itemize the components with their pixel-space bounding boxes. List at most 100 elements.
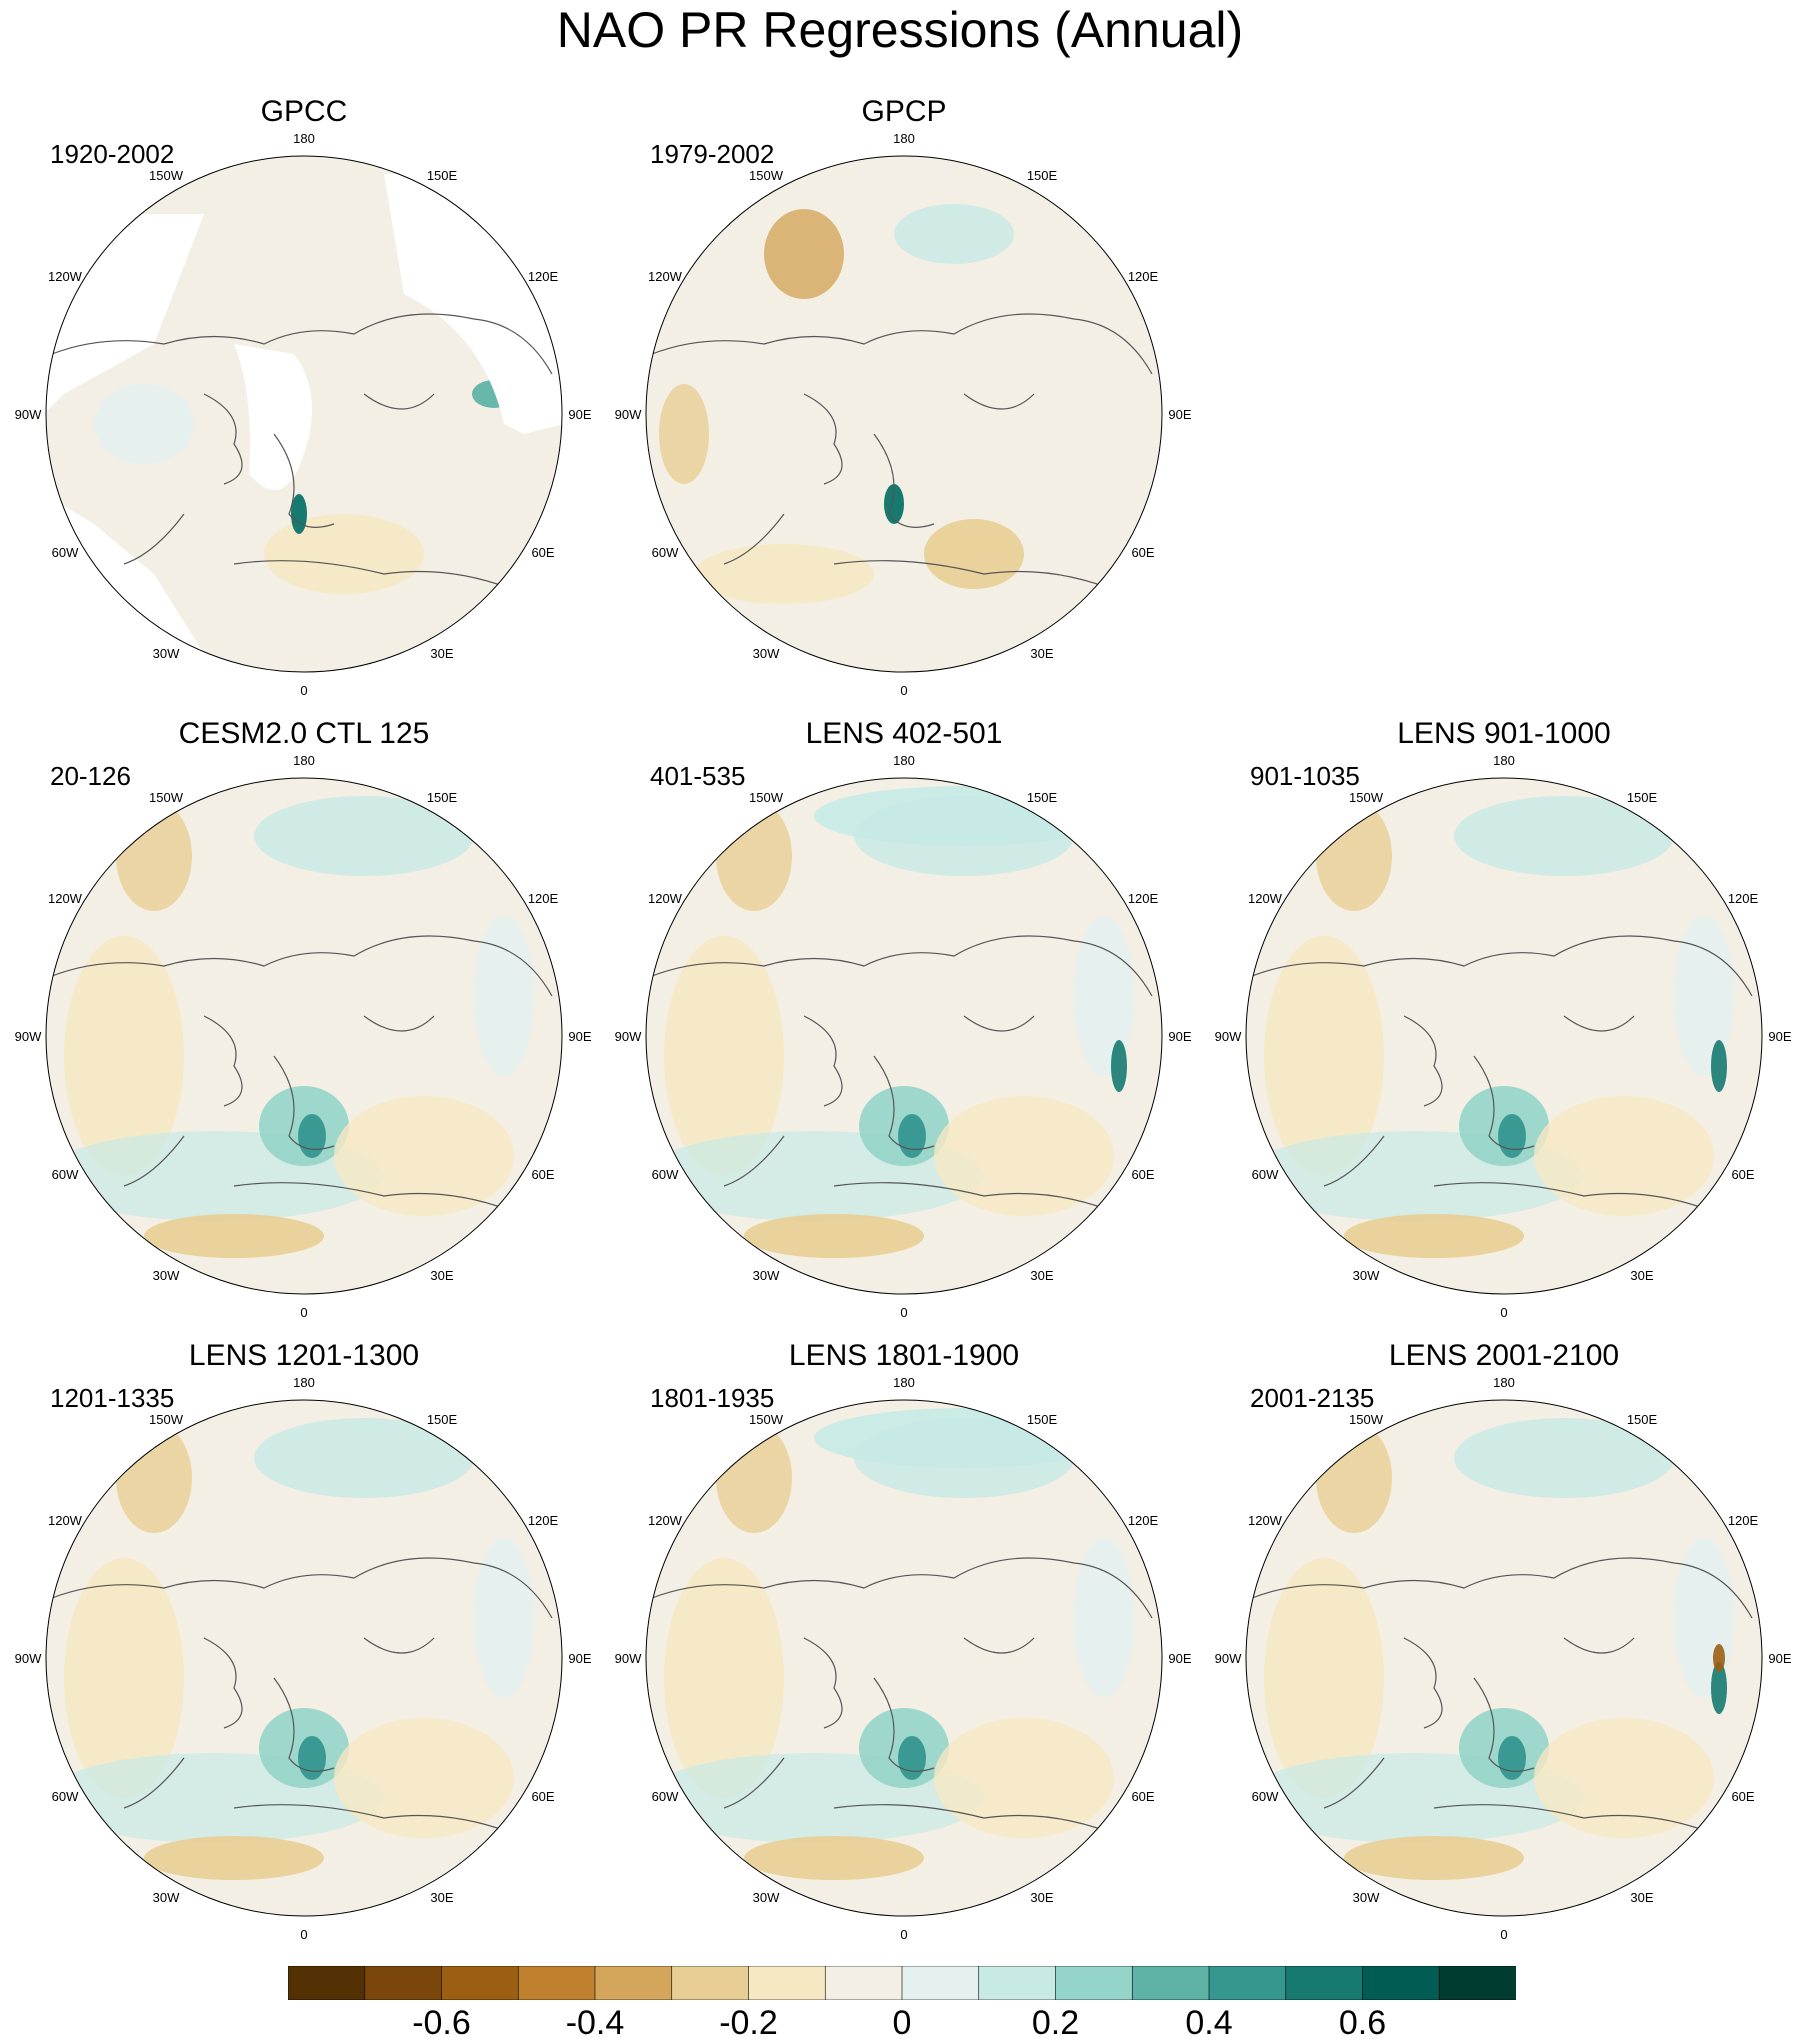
precip-anomaly-field <box>646 786 1134 1258</box>
panel-period: 1979-2002 <box>650 139 775 169</box>
longitude-label: 120W <box>648 1513 683 1528</box>
longitude-label: 90W <box>15 1029 42 1044</box>
longitude-label: 120E <box>528 269 559 284</box>
polar-map: 180 150E 120E 90E 60E 30E 0 30W 60W 90W 120W 150W <box>1215 1375 1792 1942</box>
colorbar-swatch <box>824 1966 903 2000</box>
panel-title: LENS 2001-2100 <box>1388 1339 1620 1372</box>
longitude-label: 150E <box>1627 1412 1658 1427</box>
longitude-label: 150E <box>427 168 458 183</box>
colorbar-swatch <box>441 1966 520 2000</box>
polar-map: 180 150E 120E 90E 60E 30E 0 30W 60W 90W 120W 150W <box>615 753 1192 1320</box>
map-panel: 180 150E 120E 90E 60E 30E 0 30W 60W 90W 120W 150W LE… <box>1204 1338 1800 1958</box>
longitude-label: 0 <box>900 1927 907 1942</box>
precip-anomaly-field <box>46 1418 534 1880</box>
polar-map: 180 150E 120E 90E 60E 30E 0 30W 60W 90W 120W 150W <box>615 131 1192 698</box>
longitude-label: 90W <box>1215 1651 1242 1666</box>
longitude-label: 180 <box>1493 1375 1515 1390</box>
longitude-label: 120W <box>648 269 683 284</box>
longitude-label: 150E <box>1627 790 1658 805</box>
longitude-label: 60W <box>52 1167 79 1182</box>
longitude-label: 60E <box>1131 1167 1154 1182</box>
panel-title: LENS 1201-1300 <box>188 1339 420 1372</box>
longitude-label: 120W <box>1248 1513 1283 1528</box>
longitude-label: 30W <box>1353 1890 1380 1905</box>
polar-map: 180 150E 120E 90E 60E 30E 0 30W 60W 90W 120W 150W <box>15 1375 592 1942</box>
longitude-label: 90W <box>615 1029 642 1044</box>
longitude-label: 180 <box>293 131 315 146</box>
longitude-label: 60E <box>1731 1789 1754 1804</box>
longitude-label: 0 <box>300 683 307 698</box>
longitude-label: 0 <box>900 683 907 698</box>
longitude-label: 90E <box>1768 1029 1791 1044</box>
map-background <box>646 156 1162 672</box>
map-boundary <box>45 777 563 1295</box>
longitude-label: 0 <box>300 1305 307 1320</box>
longitude-label: 120E <box>528 891 559 906</box>
coastlines <box>1251 1557 1753 1839</box>
polar-map: 180 150E 120E 90E 60E 30E 0 30W 60W 90W 120W 150W <box>1215 753 1792 1320</box>
longitude-label: 60W <box>52 545 79 560</box>
longitude-label: 150W <box>749 168 784 183</box>
colorbar-tick-label: -0.6 <box>412 2004 471 2042</box>
longitude-label: 30E <box>1630 1890 1653 1905</box>
colorbar-tick-label: 0.2 <box>1031 2004 1080 2042</box>
longitude-label: 90W <box>1215 1029 1242 1044</box>
panel-title: LENS 901-1000 <box>1397 717 1611 750</box>
colorbar-swatch <box>1438 1966 1516 2000</box>
longitude-label: 180 <box>293 1375 315 1390</box>
colorbar-swatch <box>748 1966 827 2000</box>
map-panel: 180 150E 120E 90E 60E 30E 0 30W 60W 90W 120W 150W CE… <box>4 716 604 1336</box>
longitude-label: 60E <box>1131 1789 1154 1804</box>
colorbar-swatch <box>671 1966 750 2000</box>
longitude-label: 30W <box>1353 1268 1380 1283</box>
longitude-label: 120E <box>1728 891 1759 906</box>
panel-period: 1201-1335 <box>50 1383 175 1413</box>
longitude-label: 30W <box>753 1268 780 1283</box>
map-boundary <box>1245 777 1763 1295</box>
panel-title: LENS 1801-1900 <box>788 1339 1020 1372</box>
longitude-label: 120E <box>1128 269 1159 284</box>
panel-title: CESM2.0 CTL 125 <box>178 717 430 750</box>
coastlines <box>1251 935 1753 1217</box>
panel-title: GPCC <box>260 95 348 128</box>
precip-anomaly-field <box>659 204 1024 604</box>
map-panel: 180 150E 120E 90E 60E 30E 0 30W 60W 90W 120W 150W LE… <box>604 1338 1204 1958</box>
precip-anomaly-field <box>46 796 534 1258</box>
panel-period: 901-1035 <box>1250 761 1360 791</box>
map-boundary <box>45 1399 563 1917</box>
longitude-label: 30W <box>753 646 780 661</box>
longitude-label: 120W <box>48 891 83 906</box>
longitude-label: 30E <box>1030 646 1053 661</box>
colorbar-tick-label: 0.6 <box>1338 2004 1387 2042</box>
longitude-label: 150E <box>427 790 458 805</box>
longitude-label: 120W <box>1248 891 1283 906</box>
map-boundary <box>1245 1399 1763 1917</box>
longitude-label: 180 <box>893 753 915 768</box>
colorbar-swatch <box>288 1966 366 2000</box>
longitude-label: 150W <box>149 790 184 805</box>
longitude-label: 90W <box>15 1651 42 1666</box>
longitude-label: 90W <box>615 407 642 422</box>
colorbar-tick-label: 0.4 <box>1185 2004 1233 2042</box>
longitude-label: 90E <box>1768 1651 1791 1666</box>
longitude-label: 150E <box>1027 168 1058 183</box>
colorbar-swatch <box>1285 1966 1364 2000</box>
colorbar-swatch <box>1055 1966 1134 2000</box>
longitude-label: 30W <box>753 1890 780 1905</box>
coastlines <box>651 935 1153 1217</box>
longitude-label: 180 <box>1493 753 1515 768</box>
longitude-label: 120W <box>48 269 83 284</box>
panel-period: 401-535 <box>650 761 746 791</box>
coastlines <box>51 935 553 1217</box>
colorbar-swatch <box>978 1966 1057 2000</box>
longitude-label: 30E <box>1030 1268 1053 1283</box>
colorbar-swatch <box>517 1966 596 2000</box>
longitude-label: 30E <box>1030 1890 1053 1905</box>
coastlines <box>651 313 1153 595</box>
longitude-label: 120W <box>648 891 683 906</box>
map-boundary <box>645 155 1163 673</box>
panel-period: 20-126 <box>50 761 131 791</box>
colorbar-swatch <box>1362 1966 1441 2000</box>
longitude-label: 60W <box>52 1789 79 1804</box>
coastlines <box>651 1557 1153 1839</box>
